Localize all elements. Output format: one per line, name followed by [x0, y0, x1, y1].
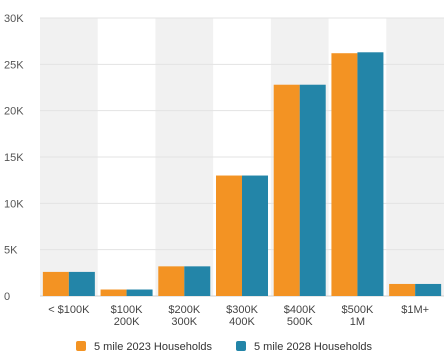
bar-series-2	[184, 266, 211, 296]
bar-series-1	[42, 271, 69, 296]
x-tick-label: < $100K	[48, 304, 90, 316]
x-tick-label: 500K	[287, 316, 313, 328]
bar-series-1	[100, 289, 127, 296]
x-tick-label: 300K	[171, 316, 197, 328]
y-tick-label: 10K	[4, 198, 24, 210]
bar-series-1	[331, 53, 358, 296]
bar-series-1	[273, 84, 300, 296]
y-tick-label: 5K	[4, 245, 18, 257]
x-tick-label: 400K	[229, 316, 255, 328]
bar-series-2	[68, 271, 95, 296]
x-tick-label: $200K	[168, 304, 200, 316]
y-tick-label: 25K	[4, 59, 24, 71]
x-tick-label: $400K	[284, 304, 316, 316]
legend: 5 mile 2023 Households 5 mile 2028 Househ…	[76, 341, 373, 353]
bar-series-1	[216, 175, 242, 296]
y-tick-label: 0	[4, 291, 10, 303]
x-tick-label: 1M	[350, 316, 365, 328]
x-tick-label: $500K	[342, 304, 374, 316]
bar-series-2	[415, 283, 442, 296]
x-tick-label: $1M+	[401, 304, 429, 316]
legend-swatch	[76, 341, 86, 351]
y-axis-tick-labels: 0 5K 10K 15K 20K 25K 30K	[4, 13, 24, 303]
bar-series-2	[357, 52, 384, 296]
legend-label: 5 mile 2028 Households	[254, 341, 373, 353]
bar-series-1	[389, 283, 416, 296]
x-tick-label: $100K	[111, 304, 143, 316]
y-tick-label: 15K	[4, 152, 24, 164]
legend-item-2: 5 mile 2028 Households	[236, 341, 373, 353]
x-tick-label: 200K	[114, 316, 140, 328]
bar-series-2	[299, 84, 326, 296]
x-tick-label: $300K	[226, 304, 258, 316]
legend-swatch	[236, 341, 246, 351]
legend-label: 5 mile 2023 Households	[94, 341, 213, 353]
bar-series-2	[126, 289, 153, 296]
y-tick-label: 20K	[4, 106, 24, 118]
bar-series-2	[242, 175, 268, 296]
bar-series-1	[158, 266, 185, 296]
legend-item-1: 5 mile 2023 Households	[76, 341, 213, 353]
y-tick-label: 30K	[4, 13, 24, 25]
bars-group	[42, 52, 442, 296]
